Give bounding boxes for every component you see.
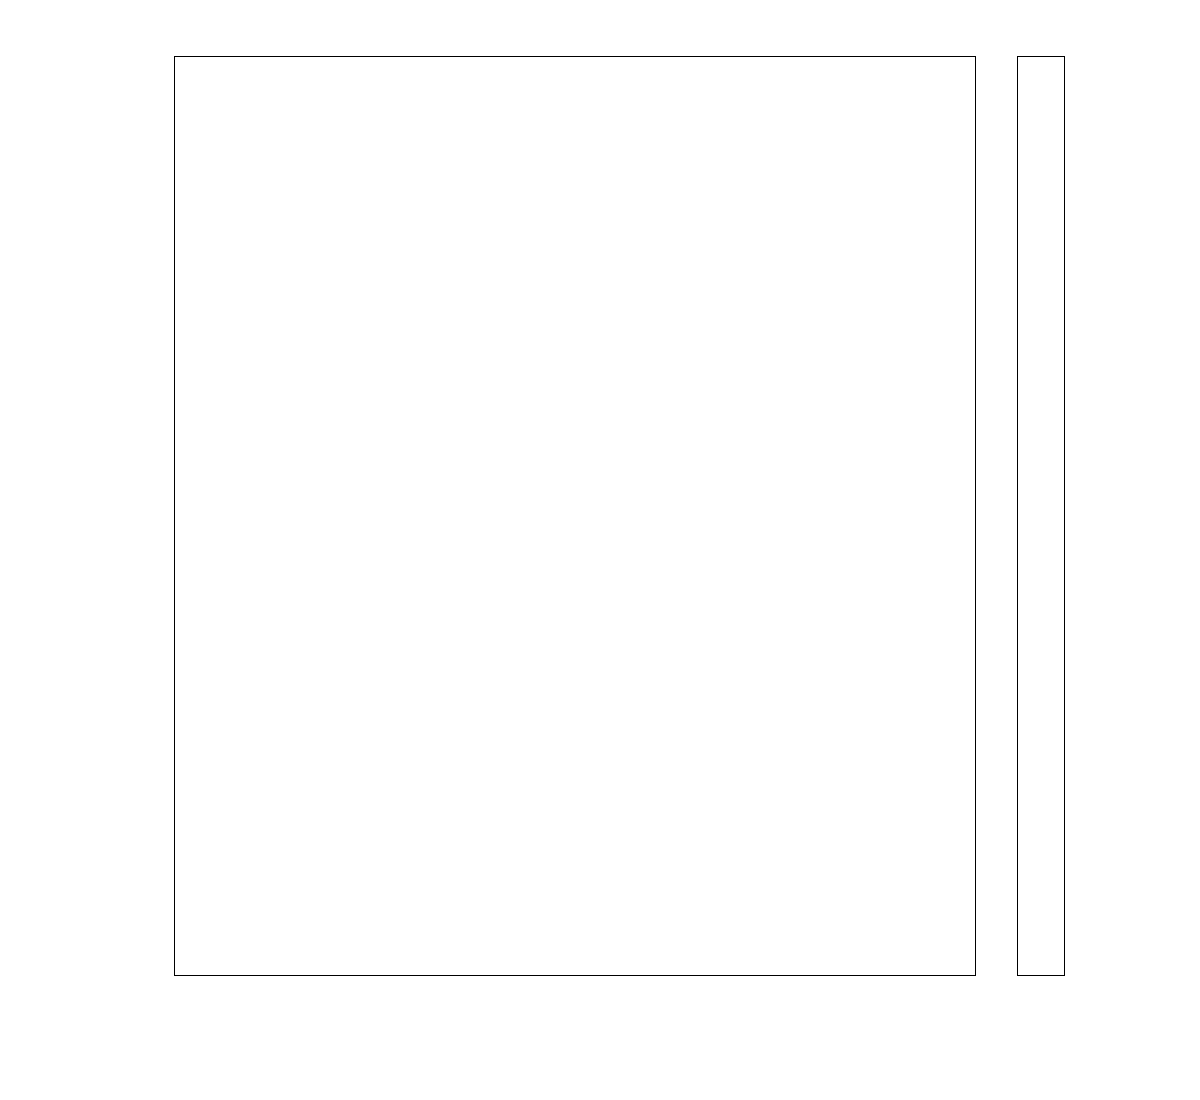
- colorbar-gradient: [1018, 57, 1200, 207]
- spectrogram-heatmap: [175, 57, 475, 207]
